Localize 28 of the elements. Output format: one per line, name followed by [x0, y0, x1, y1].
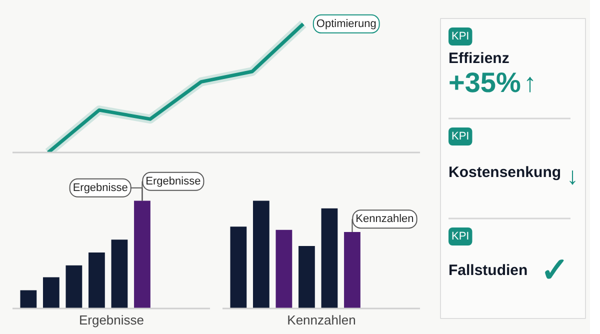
text: KPI [452, 30, 470, 42]
bar [344, 232, 360, 308]
annotation: Kennzahlen [356, 213, 414, 226]
bar [134, 200, 150, 308]
text: Fallstudien [448, 262, 528, 279]
bar [298, 246, 315, 308]
bar [66, 265, 82, 308]
text: ↑ [524, 68, 536, 98]
text: +35% [448, 67, 521, 98]
x-axis-title: Ergebnisse [78, 312, 144, 328]
text: Ergebnisse [72, 182, 128, 194]
bar [321, 208, 338, 308]
bar [20, 290, 37, 308]
annotation: Optimierung [316, 18, 376, 30]
bar [88, 252, 105, 308]
bar [252, 200, 270, 308]
text: Kostensenkung [448, 164, 562, 181]
bar [230, 226, 247, 308]
bar [276, 230, 292, 308]
bar [42, 277, 60, 308]
text: Ergebnisse [146, 175, 201, 188]
text: ↓ [566, 163, 578, 190]
text: ✓ [540, 252, 568, 290]
bar [111, 240, 128, 308]
x-axis-title: Kennzahlen [287, 312, 356, 328]
text: KPI [452, 230, 470, 242]
text: Effizienz [448, 50, 510, 67]
text: KPI [452, 130, 470, 142]
